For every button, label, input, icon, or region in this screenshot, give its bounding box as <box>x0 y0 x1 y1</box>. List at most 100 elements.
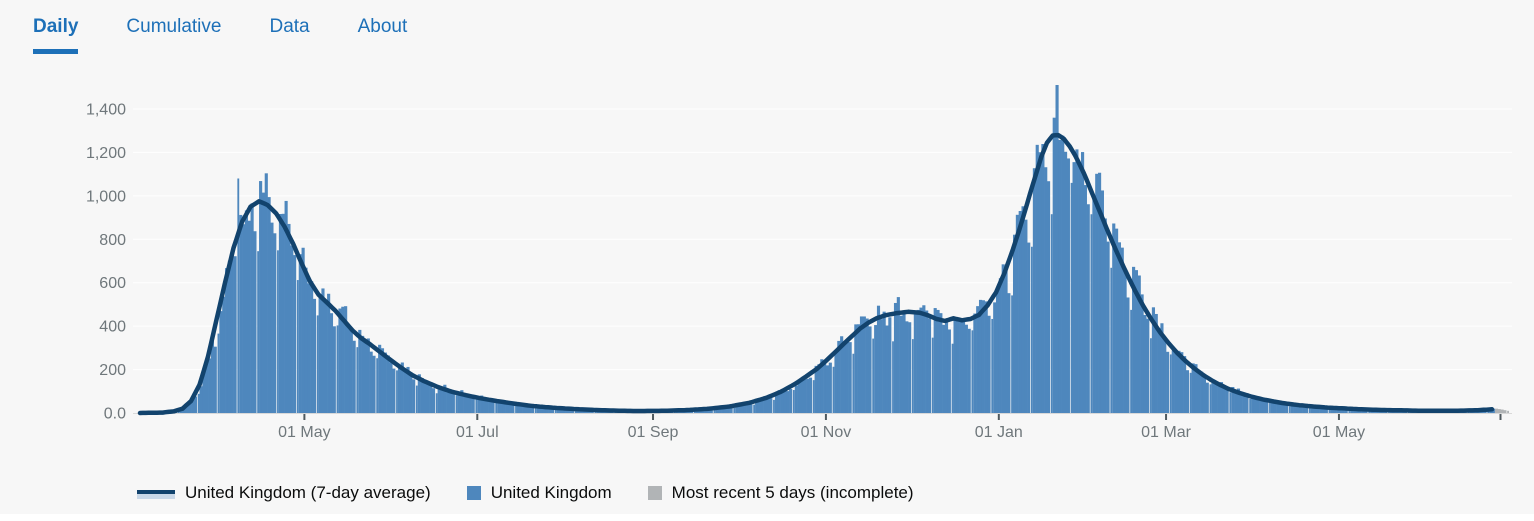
daily-bar[interactable] <box>1209 384 1212 413</box>
daily-bar[interactable] <box>1100 190 1104 413</box>
daily-bar[interactable] <box>828 362 832 413</box>
daily-bar[interactable] <box>1154 313 1158 413</box>
daily-bar[interactable] <box>1288 406 1291 413</box>
daily-bar[interactable] <box>515 405 517 413</box>
daily-bar[interactable] <box>1055 85 1059 413</box>
daily-bar[interactable] <box>1120 247 1124 413</box>
daily-bar[interactable] <box>497 399 501 413</box>
daily-bar[interactable] <box>842 341 847 413</box>
daily-bar[interactable] <box>406 366 410 413</box>
daily-bar[interactable] <box>548 407 552 413</box>
daily-bar[interactable] <box>947 329 951 413</box>
daily-bar[interactable] <box>1183 356 1187 413</box>
daily-bar[interactable] <box>499 400 504 413</box>
daily-bar[interactable] <box>1046 181 1051 413</box>
daily-bar[interactable] <box>188 403 192 413</box>
daily-bar[interactable] <box>927 318 932 413</box>
daily-bar[interactable] <box>321 288 325 413</box>
daily-bar[interactable] <box>429 382 433 413</box>
daily-bar[interactable] <box>1130 309 1133 413</box>
daily-bar[interactable] <box>1324 407 1328 413</box>
daily-bar[interactable] <box>896 297 900 413</box>
daily-bar[interactable] <box>859 316 864 413</box>
daily-bar[interactable] <box>363 339 368 413</box>
daily-bar[interactable] <box>1004 270 1008 413</box>
daily-bar[interactable] <box>1304 406 1309 413</box>
daily-bar[interactable] <box>763 396 767 413</box>
daily-bar[interactable] <box>329 313 334 413</box>
daily-bar[interactable] <box>237 178 240 413</box>
daily-bar[interactable] <box>344 306 348 413</box>
daily-bar[interactable] <box>250 203 254 413</box>
daily-bar[interactable] <box>369 351 373 413</box>
daily-bar[interactable] <box>882 311 886 413</box>
daily-bar[interactable] <box>257 251 260 413</box>
daily-bar[interactable] <box>777 390 781 413</box>
daily-bar[interactable] <box>318 295 322 413</box>
daily-bar[interactable] <box>757 399 762 413</box>
daily-bar[interactable] <box>760 398 764 413</box>
daily-bar[interactable] <box>570 409 574 413</box>
daily-bar[interactable] <box>356 347 359 413</box>
daily-bar[interactable] <box>991 318 994 413</box>
daily-bar[interactable] <box>1242 394 1246 413</box>
daily-bar[interactable] <box>1290 403 1294 413</box>
daily-bar[interactable] <box>1012 234 1017 413</box>
daily-bar[interactable] <box>451 393 455 413</box>
daily-bar[interactable] <box>1011 295 1013 413</box>
daily-bar[interactable] <box>812 380 815 413</box>
daily-bar[interactable] <box>1276 401 1280 413</box>
daily-bar[interactable] <box>1239 393 1243 413</box>
daily-bar[interactable] <box>854 324 858 413</box>
daily-bar[interactable] <box>715 408 719 413</box>
daily-bar[interactable] <box>1157 328 1161 413</box>
daily-bar[interactable] <box>981 300 985 413</box>
daily-bar[interactable] <box>277 250 279 413</box>
daily-bar[interactable] <box>738 404 742 413</box>
daily-bar[interactable] <box>837 340 841 413</box>
daily-bar[interactable] <box>823 362 827 413</box>
daily-bar[interactable] <box>803 379 807 413</box>
daily-bar[interactable] <box>197 393 200 413</box>
daily-bar[interactable] <box>933 308 937 413</box>
daily-bar[interactable] <box>185 406 189 413</box>
daily-bar[interactable] <box>1336 407 1340 413</box>
daily-bar[interactable] <box>773 399 775 413</box>
incomplete-day-bar[interactable] <box>1497 409 1501 413</box>
daily-bar[interactable] <box>1185 370 1190 413</box>
daily-bar[interactable] <box>193 396 197 413</box>
daily-bar[interactable] <box>876 305 881 413</box>
daily-bar[interactable] <box>1072 162 1076 413</box>
daily-bar[interactable] <box>1293 403 1297 413</box>
daily-bar[interactable] <box>783 389 787 413</box>
daily-bar[interactable] <box>984 301 988 413</box>
daily-bar[interactable] <box>435 393 438 413</box>
daily-bar[interactable] <box>1253 397 1258 413</box>
legend-item-united-kingdom[interactable]: United Kingdom <box>466 483 612 503</box>
daily-bar[interactable] <box>786 391 790 413</box>
daily-bar[interactable] <box>888 317 892 413</box>
daily-bar[interactable] <box>1262 398 1266 413</box>
daily-bar[interactable] <box>465 395 470 413</box>
daily-bar[interactable] <box>1070 182 1073 413</box>
daily-bar[interactable] <box>740 404 745 413</box>
daily-bar[interactable] <box>488 398 492 413</box>
daily-bar[interactable] <box>448 390 453 413</box>
daily-bar[interactable] <box>253 231 257 413</box>
daily-bar[interactable] <box>885 325 889 413</box>
daily-bar[interactable] <box>718 406 722 413</box>
daily-bar[interactable] <box>1090 214 1093 413</box>
daily-bar[interactable] <box>774 394 779 413</box>
daily-bar[interactable] <box>210 340 214 413</box>
daily-bar[interactable] <box>259 181 263 413</box>
daily-bar[interactable] <box>766 397 770 413</box>
legend-item-7day-average[interactable]: United Kingdom (7-day average) <box>137 483 431 503</box>
daily-bar[interactable] <box>1217 383 1221 413</box>
daily-bar[interactable] <box>1140 294 1144 413</box>
daily-bar[interactable] <box>743 402 747 413</box>
daily-bar[interactable] <box>1061 135 1065 413</box>
daily-bar[interactable] <box>1310 406 1314 413</box>
daily-bar[interactable] <box>814 365 818 413</box>
daily-bar[interactable] <box>931 337 934 413</box>
daily-bar[interactable] <box>446 390 450 413</box>
